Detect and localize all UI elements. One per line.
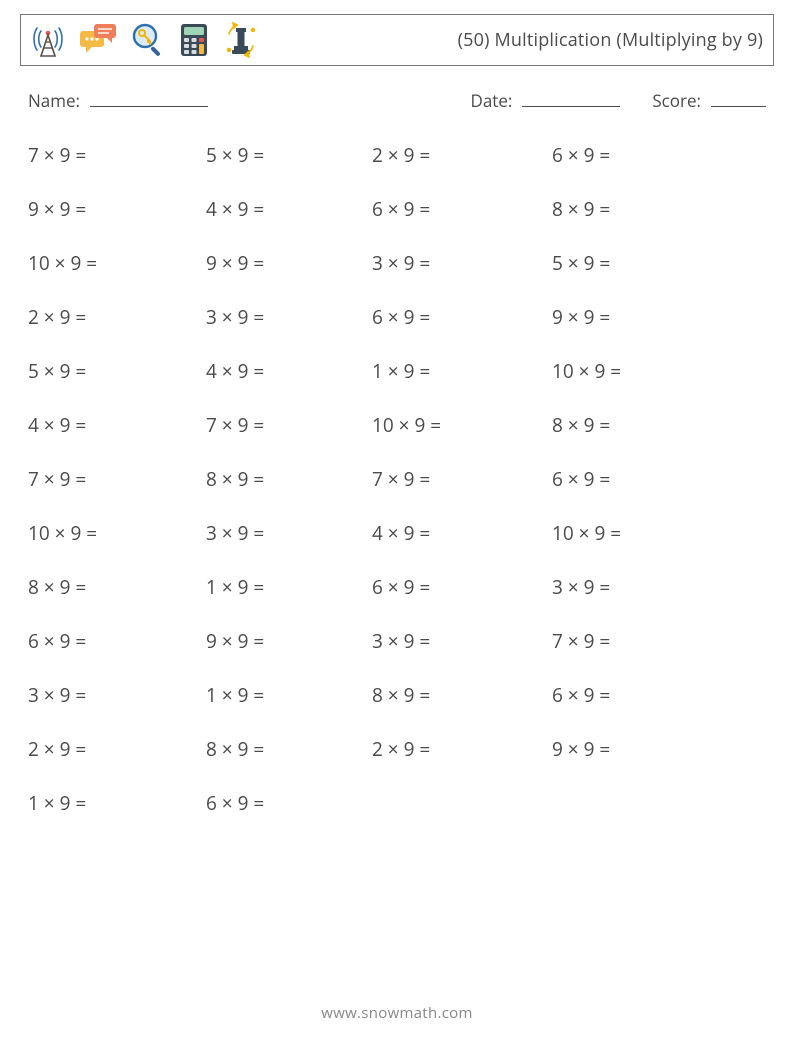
problem-cell: 2 × 9 = [28, 304, 86, 330]
problem-cell: 8 × 9 = [206, 736, 264, 762]
problem-cell: 6 × 9 = [372, 574, 430, 600]
problem-cell: 4 × 9 = [372, 520, 430, 546]
problem-cell: 10 × 9 = [28, 250, 97, 276]
problem-cell: 10 × 9 = [552, 358, 621, 384]
problem-cell: 5 × 9 = [206, 142, 264, 168]
problem-cell: 6 × 9 = [552, 466, 610, 492]
problem-cell: 6 × 9 = [372, 196, 430, 222]
magnifier-key-icon [131, 22, 165, 58]
problem-cell: 3 × 9 = [372, 250, 430, 276]
problem-cell: 9 × 9 = [206, 250, 264, 276]
problem-cell: 7 × 9 = [28, 466, 86, 492]
problem-row: 4 × 9 = 7 × 9 = 10 × 9 = 8 × 9 = [28, 398, 774, 452]
problem-cell: 3 × 9 = [552, 574, 610, 600]
date-label: Date: [470, 89, 512, 112]
chat-icon [79, 23, 117, 57]
problem-cell: 1 × 9 = [372, 358, 430, 384]
header-box: (50) Multiplication (Multiplying by 9) [20, 14, 774, 66]
problem-row: 7 × 9 = 8 × 9 = 7 × 9 = 6 × 9 = [28, 452, 774, 506]
problem-cell: 3 × 9 = [28, 682, 86, 708]
problem-cell: 10 × 9 = [28, 520, 97, 546]
problems-grid: 7 × 9 = 5 × 9 = 2 × 9 = 6 × 9 = 9 × 9 = 4 × 9… [20, 118, 774, 830]
problem-cell: 6 × 9 = [206, 790, 264, 816]
problem-cell: 2 × 9 = [372, 736, 430, 762]
problem-row: 8 × 9 = 1 × 9 = 6 × 9 = 3 × 9 = [28, 560, 774, 614]
score-label: Score: [652, 89, 701, 112]
problem-cell: 3 × 9 = [206, 304, 264, 330]
problem-cell: 8 × 9 = [206, 466, 264, 492]
chess-tower-icon [223, 22, 259, 58]
problem-row: 3 × 9 = 1 × 9 = 8 × 9 = 6 × 9 = [28, 668, 774, 722]
problem-row: 6 × 9 = 9 × 9 = 3 × 9 = 7 × 9 = [28, 614, 774, 668]
problem-cell: 3 × 9 = [372, 628, 430, 654]
problem-cell: 9 × 9 = [28, 196, 86, 222]
problem-cell: 1 × 9 = [206, 682, 264, 708]
problem-cell: 1 × 9 = [28, 790, 86, 816]
name-label: Name: [28, 89, 80, 112]
problem-cell: 7 × 9 = [552, 628, 610, 654]
problem-cell: 3 × 9 = [206, 520, 264, 546]
problem-row: 2 × 9 = 8 × 9 = 2 × 9 = 9 × 9 = [28, 722, 774, 776]
problem-row: 10 × 9 = 3 × 9 = 4 × 9 = 10 × 9 = [28, 506, 774, 560]
score-blank[interactable] [711, 88, 766, 107]
problem-cell: 4 × 9 = [28, 412, 86, 438]
problem-cell: 2 × 9 = [28, 736, 86, 762]
problem-cell: 9 × 9 = [552, 304, 610, 330]
problem-row: 10 × 9 = 9 × 9 = 3 × 9 = 5 × 9 = [28, 236, 774, 290]
problem-row: 1 × 9 = 6 × 9 = [28, 776, 774, 830]
name-blank[interactable] [90, 88, 208, 107]
problem-cell: 1 × 9 = [206, 574, 264, 600]
problem-cell: 9 × 9 = [552, 736, 610, 762]
problem-cell: 9 × 9 = [206, 628, 264, 654]
problem-cell: 8 × 9 = [552, 196, 610, 222]
date-blank[interactable] [522, 88, 620, 107]
problem-cell: 8 × 9 = [552, 412, 610, 438]
problem-cell: 6 × 9 = [552, 682, 610, 708]
problem-cell: 6 × 9 = [28, 628, 86, 654]
antenna-icon [31, 22, 65, 58]
problem-row: 5 × 9 = 4 × 9 = 1 × 9 = 10 × 9 = [28, 344, 774, 398]
worksheet-page: (50) Multiplication (Multiplying by 9) N… [0, 0, 794, 830]
problem-cell: 4 × 9 = [206, 358, 264, 384]
header-icon-strip [27, 22, 259, 58]
problem-row: 9 × 9 = 4 × 9 = 6 × 9 = 8 × 9 = [28, 182, 774, 236]
meta-row: Name: Date: Score: [20, 66, 774, 118]
worksheet-title: (50) Multiplication (Multiplying by 9) [458, 28, 763, 52]
problem-cell: 7 × 9 = [372, 466, 430, 492]
problem-cell: 10 × 9 = [552, 520, 621, 546]
problem-cell: 10 × 9 = [372, 412, 441, 438]
problem-cell: 2 × 9 = [372, 142, 430, 168]
problem-cell: 7 × 9 = [206, 412, 264, 438]
problem-cell: 6 × 9 = [552, 142, 610, 168]
problem-cell: 6 × 9 = [372, 304, 430, 330]
problem-cell: 8 × 9 = [372, 682, 430, 708]
problem-row: 7 × 9 = 5 × 9 = 2 × 9 = 6 × 9 = [28, 128, 774, 182]
footer-credit: www.snowmath.com [0, 1003, 794, 1023]
problem-cell: 4 × 9 = [206, 196, 264, 222]
problem-cell: 8 × 9 = [28, 574, 86, 600]
problem-cell: 5 × 9 = [552, 250, 610, 276]
problem-cell: 7 × 9 = [28, 142, 86, 168]
problem-row: 2 × 9 = 3 × 9 = 6 × 9 = 9 × 9 = [28, 290, 774, 344]
problem-cell: 5 × 9 = [28, 358, 86, 384]
calculator-icon [179, 22, 209, 58]
